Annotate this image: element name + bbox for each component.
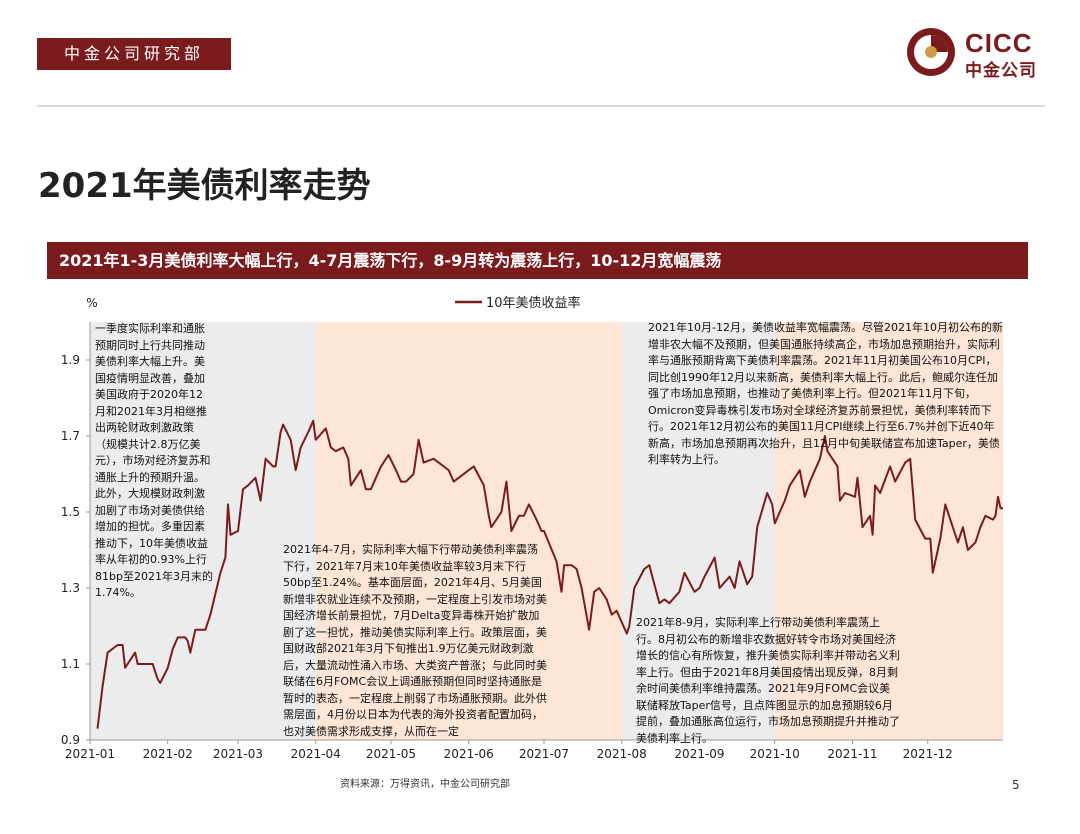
y-tick-label: 1.3	[61, 581, 80, 595]
period-band-1	[90, 322, 316, 740]
department-badge: 中金公司研究部	[37, 38, 231, 70]
x-tick-label: 2021-07	[519, 747, 569, 761]
x-tick-label: 2021-02	[143, 747, 193, 761]
series-line-10y-yield	[96, 419, 1003, 729]
x-tick-label: 2021-10	[750, 747, 800, 761]
cicc-logo: CICC 中金公司	[905, 26, 1055, 81]
cicc-emblem-icon	[907, 28, 955, 76]
annotation-apr-jul: 2021年4-7月，实际利率大幅下行带动美债利率震荡下行，2021年7月末10年…	[283, 543, 547, 738]
x-tick-label: 2021-05	[366, 747, 416, 761]
x-tick-label: 2021-06	[444, 747, 494, 761]
annotation-aug-sep: 2021年8-9月，实际利率上行带动美债利率震荡上行。8月初公布的新增非农数据好…	[636, 616, 900, 745]
period-band-3	[621, 322, 775, 740]
y-tick-label: 1.5	[61, 505, 80, 519]
logo-text-en: CICC	[965, 28, 1033, 58]
x-tick-label: 2021-11	[827, 747, 877, 761]
x-tick-label: 2021-01	[65, 747, 115, 761]
annotation-oct-dec: 2021年10月-12月，美债收益率宽幅震荡。尽管2021年10月初公布的新增非…	[648, 321, 1003, 466]
page-number: 5	[1012, 778, 1020, 792]
summary-banner: 2021年1-3月美债利率大幅上行，4-7月震荡下行，8-9月转为震荡上行，10…	[47, 242, 1028, 279]
source-note: 资料来源：万得资讯，中金公司研究部	[340, 779, 510, 790]
x-tick-label: 2021-04	[291, 747, 341, 761]
y-tick-label: 1.7	[61, 429, 80, 443]
x-tick-label: 2021-12	[903, 747, 953, 761]
y-unit-label: %	[86, 296, 97, 310]
logo-text-cn: 中金公司	[965, 61, 1037, 81]
x-tick-label: 2021-08	[597, 747, 647, 761]
y-tick-label: 1.9	[61, 353, 80, 367]
y-tick-label: 1.1	[61, 657, 80, 671]
header-divider	[37, 105, 1045, 107]
x-tick-label: 2021-09	[674, 747, 724, 761]
page-title: 2021年美债利率走势	[38, 166, 371, 206]
y-tick-label: 0.9	[61, 733, 80, 747]
period-band-4	[774, 322, 1003, 740]
period-band-2	[315, 322, 622, 740]
x-tick-label: 2021-03	[213, 747, 263, 761]
annotation-q1: 一季度实际利率和通胀预期同时上行共同推动美债利率大幅上升。美国疫情明显改善，叠加…	[95, 322, 213, 599]
legend-label: 10年美债收益率	[486, 295, 581, 311]
